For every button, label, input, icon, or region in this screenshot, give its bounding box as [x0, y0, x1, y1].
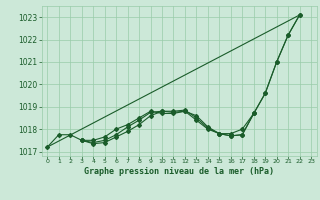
X-axis label: Graphe pression niveau de la mer (hPa): Graphe pression niveau de la mer (hPa) — [84, 167, 274, 176]
